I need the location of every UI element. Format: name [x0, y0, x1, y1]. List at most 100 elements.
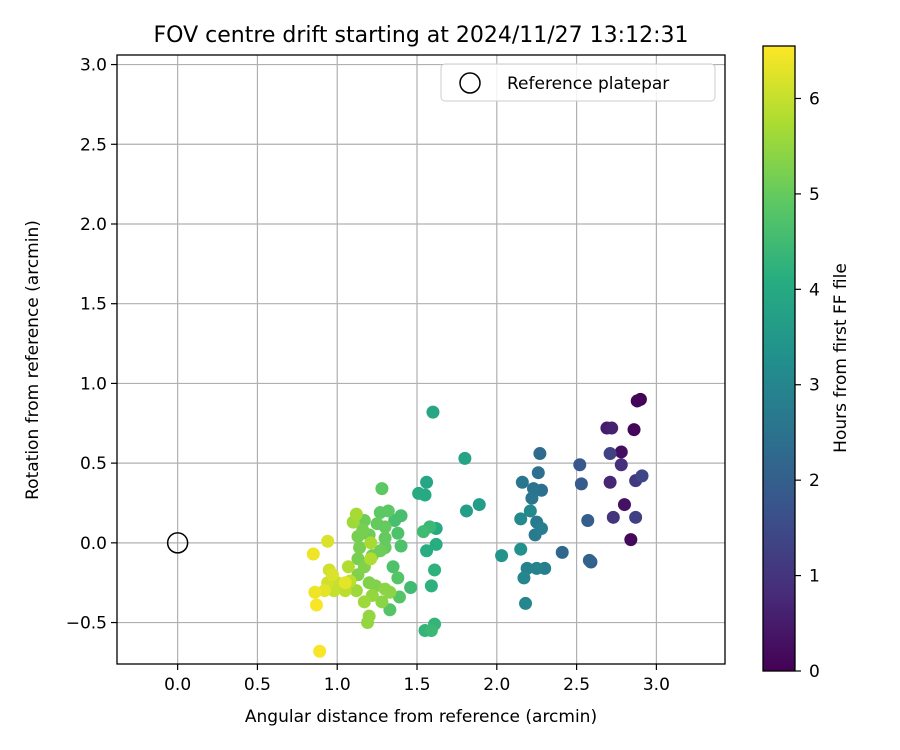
- data-point: [424, 579, 438, 593]
- data-point: [514, 512, 528, 526]
- data-point: [325, 568, 339, 582]
- data-point: [605, 421, 619, 435]
- data-point: [429, 537, 443, 551]
- chart-title: FOV centre drift starting at 2024/11/27 …: [154, 23, 689, 48]
- data-point: [515, 475, 529, 489]
- data-point: [349, 507, 363, 521]
- x-tick-label: 0.5: [244, 675, 271, 695]
- data-point: [606, 510, 620, 524]
- data-point: [603, 475, 617, 489]
- x-axis-ticks: 0.0 0.5 1.0 1.5 2.0 2.5 3.0: [164, 664, 670, 695]
- data-point: [530, 561, 544, 575]
- data-point: [370, 517, 384, 531]
- colorbar-tick-label: 3: [809, 376, 820, 396]
- data-point: [534, 521, 548, 535]
- data-point: [349, 584, 363, 598]
- colorbar-tick-label: 6: [809, 89, 820, 109]
- data-point: [629, 510, 643, 524]
- data-point: [338, 576, 352, 590]
- data-point: [582, 553, 596, 567]
- data-point: [388, 514, 402, 528]
- y-tick-label: 0.5: [80, 454, 107, 474]
- data-point: [364, 536, 378, 550]
- data-point: [614, 445, 628, 459]
- y-tick-label: 2.5: [80, 135, 107, 155]
- data-point: [383, 603, 397, 617]
- x-tick-label: 1.5: [403, 675, 430, 695]
- data-point: [523, 504, 537, 518]
- colorbar-tick-label: 4: [809, 280, 820, 300]
- plot-frame: [116, 54, 726, 665]
- colorbar-label: Hours from first FF file: [831, 263, 851, 453]
- data-point: [309, 598, 323, 612]
- data-point: [386, 560, 400, 574]
- data-point: [308, 585, 322, 599]
- plot-background: [117, 55, 725, 664]
- data-point: [630, 394, 644, 408]
- data-point: [364, 552, 378, 566]
- data-point: [525, 491, 539, 505]
- data-point: [573, 458, 587, 472]
- data-point: [624, 533, 638, 547]
- data-point: [378, 531, 392, 545]
- legend-label-reference: Reference platepar: [507, 74, 669, 94]
- data-point: [527, 482, 541, 496]
- data-point: [428, 563, 442, 577]
- colorbar: 0 1 2 3 4 5 6 Hours from first FF file: [762, 45, 851, 682]
- x-gridlines: [177, 55, 657, 664]
- data-point: [458, 451, 472, 465]
- x-tick-label: 2.5: [563, 675, 590, 695]
- data-point: [420, 475, 434, 489]
- data-point: [459, 504, 473, 518]
- x-axis-label: Angular distance from reference (arcmin): [245, 707, 597, 727]
- x-tick-label: 1.0: [324, 675, 351, 695]
- colorbar-gradient: [762, 45, 796, 672]
- legend-open-circle-icon: [459, 72, 481, 94]
- data-point: [420, 544, 434, 558]
- data-point: [383, 585, 397, 599]
- data-point: [603, 447, 617, 461]
- data-point: [391, 571, 405, 585]
- reference-point-marker: [166, 532, 189, 554]
- data-point: [412, 486, 426, 500]
- plot-area: [116, 54, 726, 665]
- data-point: [635, 469, 649, 483]
- colorbar-tick-label: 5: [809, 185, 820, 205]
- data-point: [495, 549, 509, 563]
- data-point: [341, 560, 355, 574]
- y-tick-label: 2.0: [80, 215, 107, 235]
- legend: Reference platepar: [440, 63, 716, 102]
- data-point: [373, 506, 387, 520]
- data-point: [574, 477, 588, 491]
- legend-box: [440, 63, 716, 102]
- data-point: [517, 571, 531, 585]
- data-point: [321, 534, 335, 548]
- data-point: [313, 644, 327, 658]
- data-point: [394, 539, 408, 553]
- data-point: [361, 616, 375, 630]
- colorbar-tick-label: 1: [809, 567, 820, 587]
- y-tick-label: 0.0: [80, 534, 107, 554]
- data-points: [306, 392, 649, 658]
- y-tick-label: 1.0: [80, 374, 107, 394]
- data-point: [375, 595, 389, 609]
- x-tick-label: 2.0: [483, 675, 510, 695]
- data-point: [353, 541, 367, 555]
- data-point: [317, 584, 331, 598]
- data-point: [514, 542, 528, 556]
- data-point: [404, 580, 418, 594]
- data-point: [614, 458, 628, 472]
- data-point: [472, 498, 486, 512]
- colorbar-tick-label: 0: [809, 662, 820, 682]
- data-point: [581, 514, 595, 528]
- y-tick-label: 3.0: [80, 56, 107, 76]
- data-point: [617, 498, 631, 512]
- y-tick-label: 1.5: [80, 295, 107, 315]
- colorbar-tick-label: 2: [809, 471, 820, 491]
- y-axis-ticks: −0.5 0.0 0.5 1.0 1.5 2.0 2.5 3.0: [66, 56, 117, 634]
- data-point: [426, 405, 440, 419]
- data-point: [306, 547, 320, 561]
- data-point: [533, 447, 547, 461]
- data-point: [392, 590, 406, 604]
